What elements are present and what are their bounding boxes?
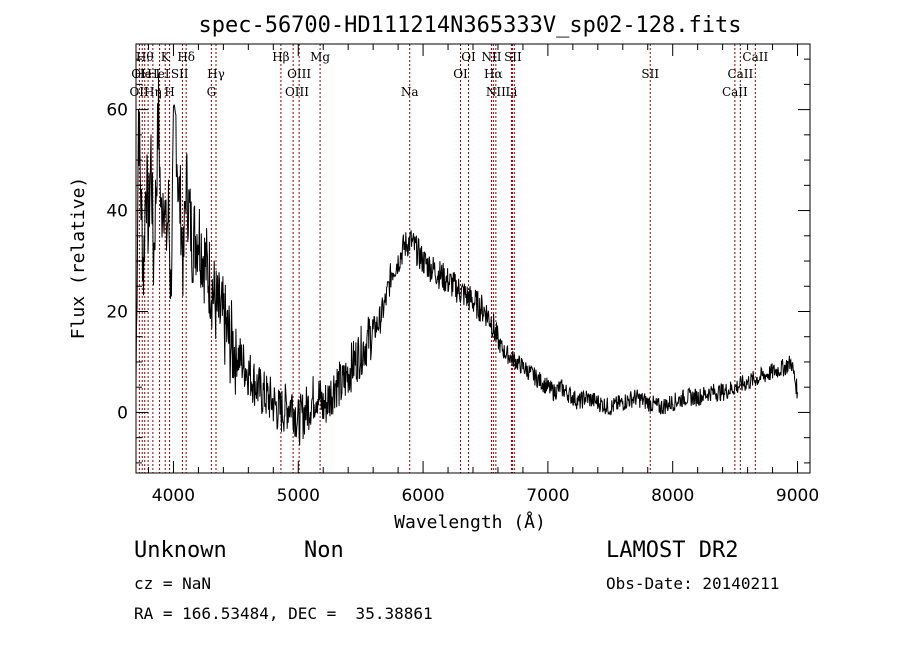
spectral-line-label: SII xyxy=(171,67,189,81)
spectral-line-label: CaII xyxy=(742,50,768,64)
spectral-line-label: Na xyxy=(401,85,419,99)
coordinates: RA = 166.53484, DEC = 35.38861 xyxy=(134,604,433,623)
x-axis-label: Wavelength (Å) xyxy=(394,511,546,533)
spectral-line-label: SII xyxy=(504,50,522,64)
spectral-line-label: CaII xyxy=(727,67,753,81)
spectral-line-label: OI xyxy=(131,67,146,81)
y-tick-label: 20 xyxy=(106,302,128,322)
spectral-line-label: Hβ xyxy=(272,50,289,64)
y-axis-ticks: 0 20 40 60 xyxy=(106,58,810,464)
x-tick-label: 6000 xyxy=(401,486,444,506)
spectral-line-label: OII xyxy=(129,85,149,99)
spectral-line-label: Li xyxy=(506,85,518,99)
redshift-value: cz = NaN xyxy=(134,574,212,593)
observation-date: Obs-Date: 20140211 xyxy=(606,574,780,593)
y-tick-label: 60 xyxy=(106,101,128,121)
spectral-class: Unknown xyxy=(134,538,227,563)
x-axis-ticks: 4000 5000 6000 7000 8000 9000 xyxy=(147,44,819,506)
chart-title: spec-56700-HD111214N365333V_sp02-128.fit… xyxy=(198,13,741,38)
spectral-line-label: Hη xyxy=(144,85,162,99)
spectral-line-label: CaII xyxy=(722,85,748,99)
x-tick-label: 5000 xyxy=(277,486,320,506)
x-tick-label: 9000 xyxy=(776,486,819,506)
spectral-line-label: Mg xyxy=(310,50,330,64)
spectral-line-label: He I xyxy=(134,67,160,81)
spectral-line-label: Hα xyxy=(484,67,503,81)
spectral-line-label: OI xyxy=(461,50,476,64)
spectrum-line xyxy=(135,74,798,446)
spectral-line-label: OIII xyxy=(285,85,309,99)
spectral-line-labels: OI OII Hθ He I Hη HeI K H SII Hδ G Hγ Hβ OIII OIII Mg Na… xyxy=(129,50,768,99)
spectral-line-label: K xyxy=(161,50,171,64)
spectral-line-label: Hγ xyxy=(207,67,225,81)
survey-name: LAMOST DR2 xyxy=(606,538,739,563)
x-tick-label: 4000 xyxy=(152,486,195,506)
spectral-line-label: NII xyxy=(486,85,506,99)
plot-frame xyxy=(135,43,811,474)
y-axis-label: Flux (relative) xyxy=(68,177,89,340)
y-tick-label: 40 xyxy=(106,202,128,222)
spectral-line-label: H xyxy=(164,85,174,99)
spectral-line-label: HeI xyxy=(147,67,170,81)
x-tick-label: 8000 xyxy=(651,486,694,506)
spectral-line-markers xyxy=(138,44,756,473)
spectral-line-label: Hδ xyxy=(177,50,195,64)
y-tick-label: 0 xyxy=(117,403,128,423)
spectral-line-label: SII xyxy=(641,67,659,81)
x-tick-label: 7000 xyxy=(526,486,569,506)
spectral-line-label: OIII xyxy=(287,67,311,81)
spectral-line-label: OI xyxy=(453,67,468,81)
spectral-line-label: NII xyxy=(481,50,501,64)
spectral-line-label: Hθ xyxy=(136,50,154,64)
spectral-subclass: Non xyxy=(304,538,344,563)
spectral-line-label: G xyxy=(207,85,217,99)
